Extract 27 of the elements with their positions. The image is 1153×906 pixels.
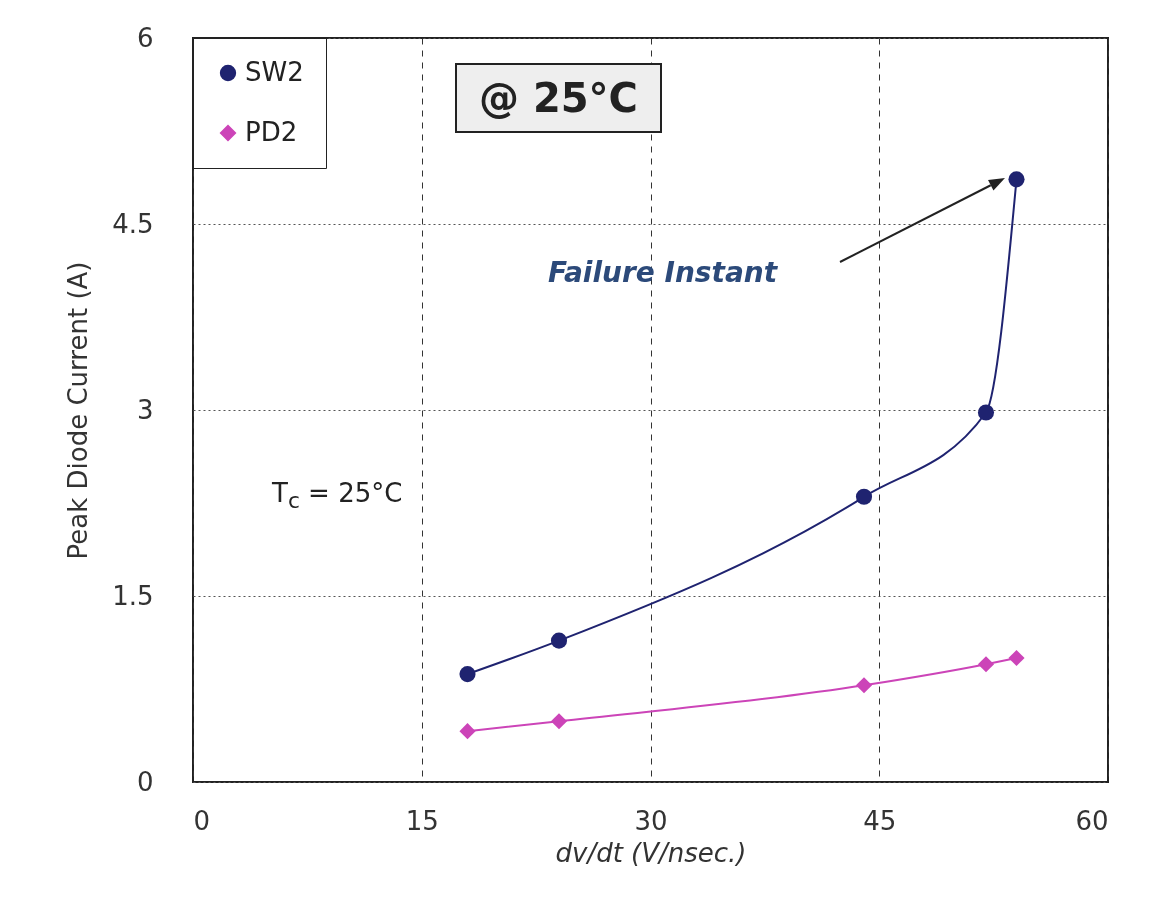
point bbox=[855, 488, 873, 505]
y-tick-label: 4.5 bbox=[112, 208, 154, 239]
y-tick-label: 6 bbox=[136, 22, 154, 53]
x-axis-title: dv/dt (V/nsec.) bbox=[555, 837, 747, 868]
y-axis-title: Peak Diode Current (A) bbox=[63, 261, 94, 560]
y-tick-label: 1.5 bbox=[112, 580, 154, 611]
point bbox=[459, 723, 476, 740]
y-tick-label: 3 bbox=[136, 394, 154, 425]
point bbox=[1008, 171, 1025, 188]
annotation: @ 25°C bbox=[455, 63, 662, 133]
y-tick-label: 0 bbox=[136, 766, 154, 797]
point bbox=[550, 713, 568, 730]
x-tick-label: 45 bbox=[863, 805, 897, 836]
legend-label: SW2 bbox=[245, 57, 304, 87]
x-tick-label: 30 bbox=[634, 805, 668, 836]
point bbox=[459, 666, 476, 683]
x-tick-label: 15 bbox=[405, 805, 439, 836]
point bbox=[855, 677, 873, 694]
x-tick-label: 60 bbox=[1075, 805, 1109, 836]
point bbox=[1008, 649, 1025, 667]
point bbox=[977, 404, 995, 421]
annotation: Failure Instant bbox=[548, 256, 778, 289]
point bbox=[550, 632, 568, 649]
legend-label: PD2 bbox=[245, 117, 298, 147]
annotation: T$_{c}$ = 25°C bbox=[272, 478, 403, 514]
point bbox=[977, 656, 995, 673]
x-tick-label: 0 bbox=[193, 805, 211, 836]
